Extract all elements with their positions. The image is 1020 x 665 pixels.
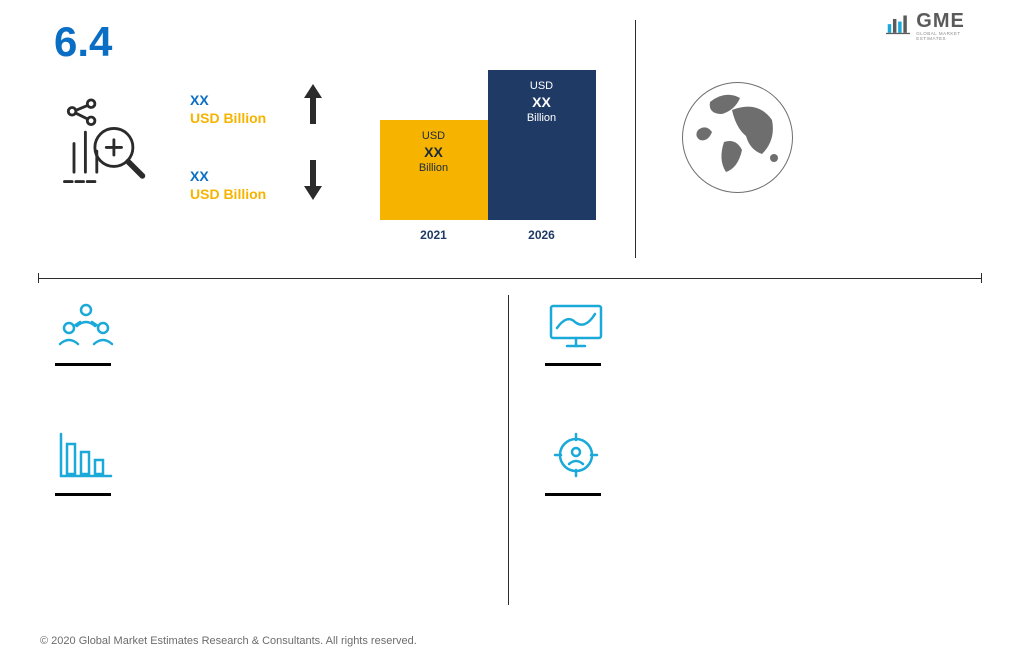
bar-2021-unit: Billion (419, 162, 448, 174)
cagr-value: 6.4 (54, 18, 112, 66)
logo-text: GME (916, 11, 982, 31)
bar-year-2021: 2021 (380, 228, 488, 242)
brand-logo: GME GLOBAL MARKET ESTIMATES (886, 6, 982, 46)
logo-subtitle: GLOBAL MARKET ESTIMATES (916, 31, 982, 41)
people-icon (55, 300, 117, 354)
infographic-canvas: 6.4 GME GLOBAL MARKET ESTIMATES (0, 0, 1020, 665)
divider-vertical-bottom (508, 295, 509, 605)
forecast-bar-chart: USD XX Billion USD XX Billion 2021 2026 (370, 60, 605, 260)
bar-2026-currency: USD (530, 80, 553, 92)
bar-year-2026: 2026 (488, 228, 596, 242)
bar-2021: USD XX Billion (380, 120, 488, 220)
arrow-down-icon (302, 158, 324, 202)
bar-2021-value: XX (424, 144, 443, 160)
target-icon (545, 430, 607, 484)
bars-icon (55, 430, 117, 484)
copyright-text: © 2020 Global Market Estimates Research … (40, 635, 417, 647)
bar-2026: USD XX Billion (488, 70, 596, 220)
analytics-icon (55, 98, 150, 193)
divider-vertical-top (635, 20, 636, 258)
bar-2026-value: XX (532, 94, 551, 110)
divider-horizontal (38, 278, 982, 279)
arrow-up-icon (302, 82, 324, 126)
bar-2026-unit: Billion (527, 112, 556, 124)
logo-chart-icon (886, 12, 910, 40)
bar-2021-currency: USD (422, 130, 445, 142)
monitor-icon (545, 300, 607, 354)
globe-icon (680, 80, 795, 195)
